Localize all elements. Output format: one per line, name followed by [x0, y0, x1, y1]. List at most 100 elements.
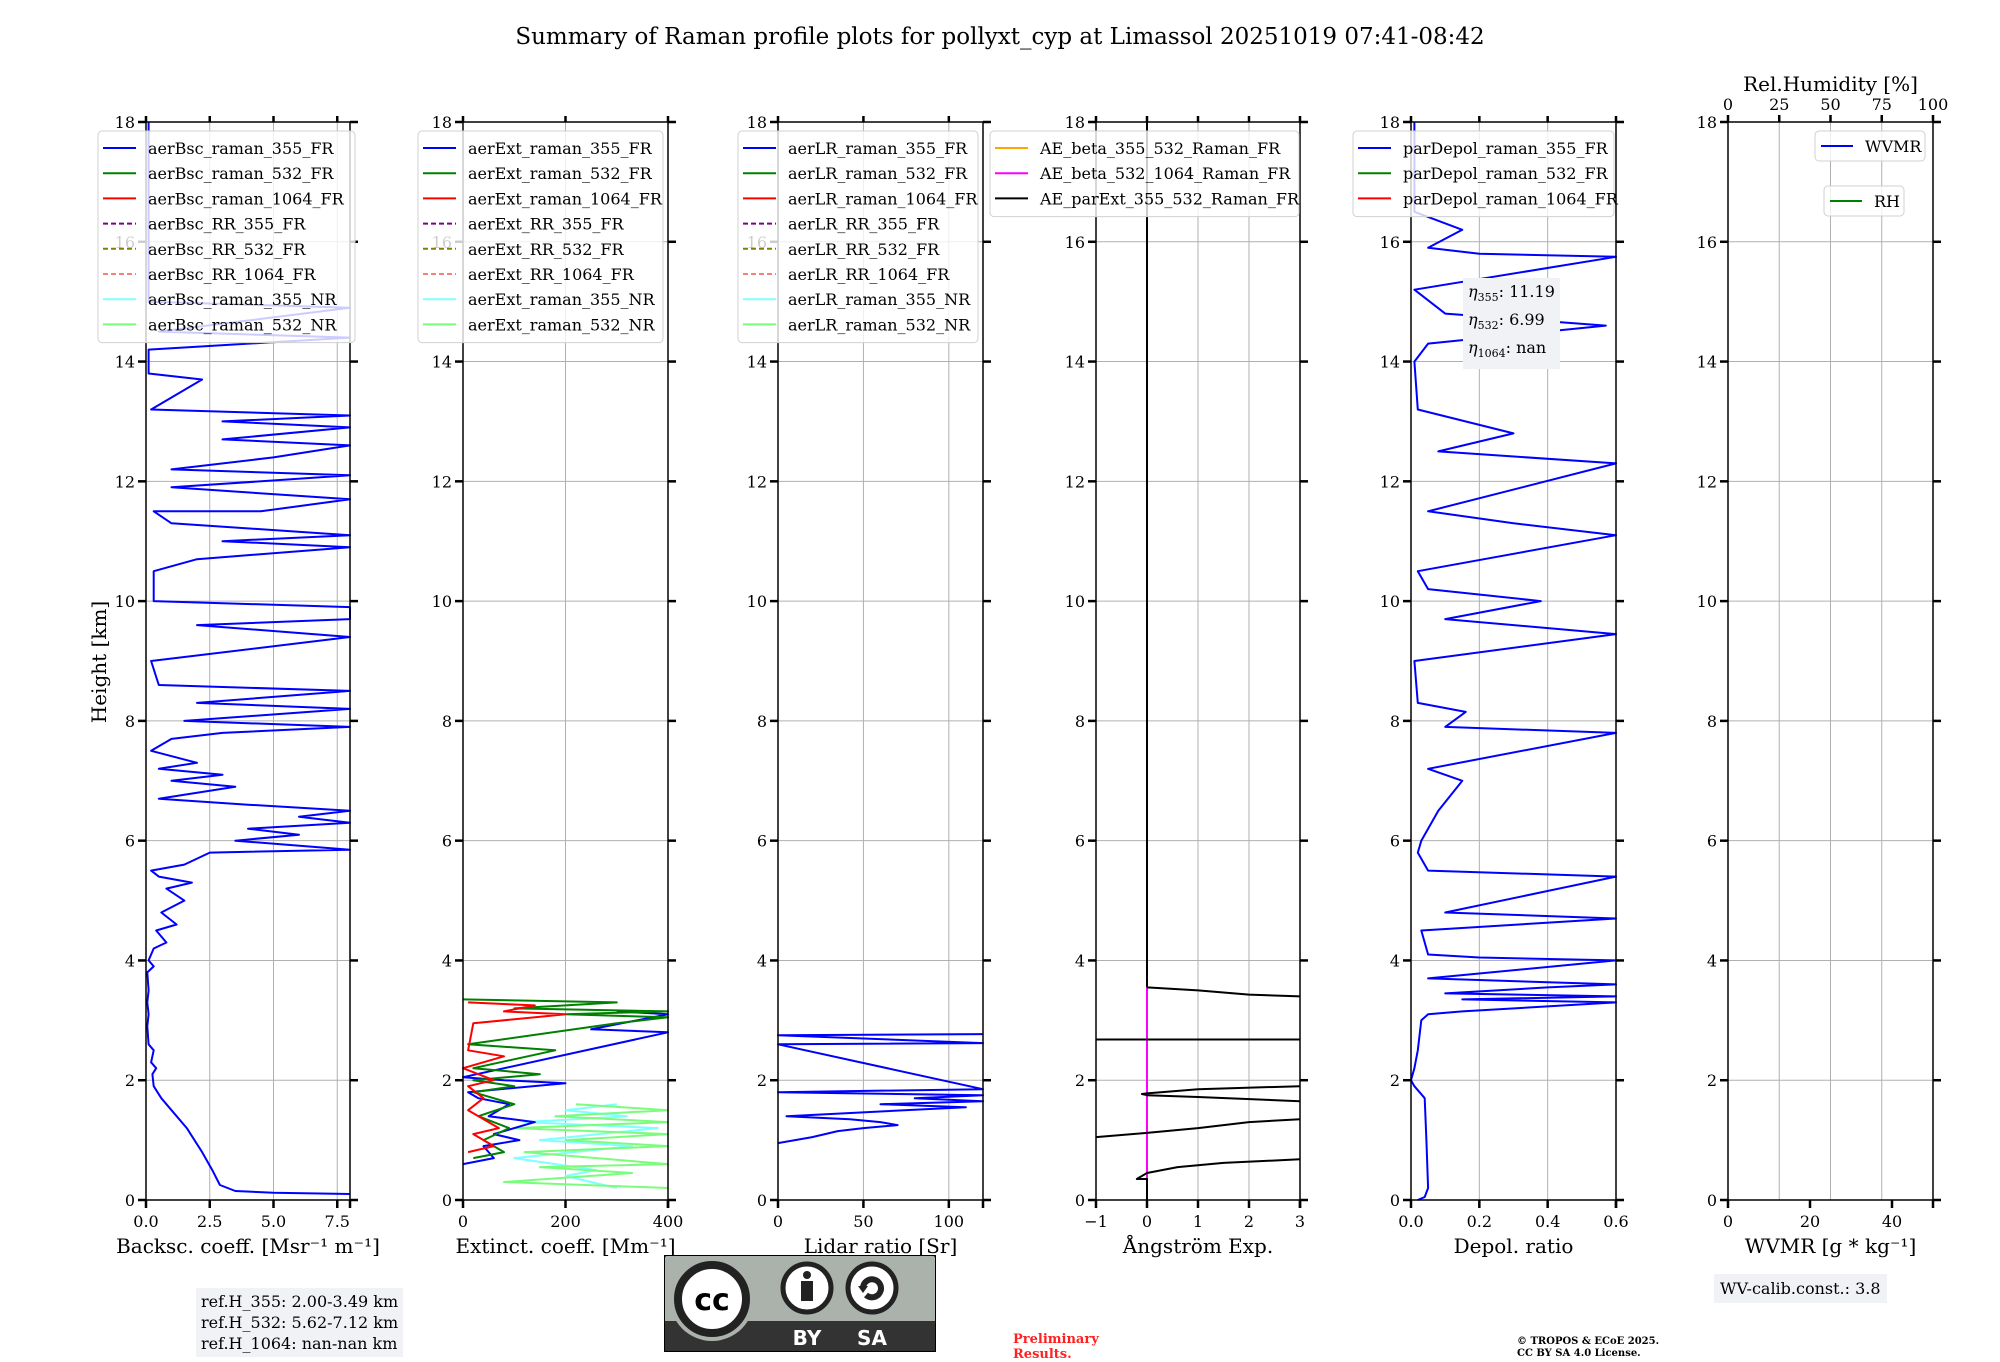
x-tick-label: 400 [653, 1212, 684, 1231]
x-tick-label: 0.2 [1467, 1212, 1492, 1231]
figure-title: Summary of Raman profile plots for polly… [515, 24, 1484, 50]
legend-frame [417, 130, 664, 344]
y-axis-label: Height [km] [87, 601, 111, 723]
series-aerExt_raman_1064_FR [462, 1001, 567, 1154]
x-tick-label: 0 [773, 1212, 783, 1231]
legend-label: AE_beta_355_532_Raman_FR [1039, 139, 1281, 158]
top-x-tick-label: 50 [1820, 95, 1840, 114]
y-tick-label: 10 [1380, 592, 1400, 611]
legend-label: parDepol_raman_532_FR [1403, 164, 1609, 183]
copyright-line-1: © TROPOS & ECoE 2025. [1517, 1336, 1660, 1347]
y-tick-label: 4 [757, 951, 767, 970]
legend-label: aerLR_raman_355_NR [788, 290, 971, 309]
legend-label: aerLR_RR_532_FR [788, 240, 940, 259]
y-tick-label: 0 [1390, 1191, 1400, 1210]
series-aerLR_raman_355_FR [777, 1033, 984, 1145]
x-axis-label: Depol. ratio [1454, 1234, 1574, 1258]
x-axis-label: Backsc. coeff. [Msr⁻¹ m⁻¹] [116, 1234, 380, 1258]
sa-label: SA [857, 1326, 887, 1350]
legend-label: aerLR_raman_1064_FR [788, 189, 978, 208]
legend-label: RH [1874, 192, 1900, 211]
x-tick-label: 3 [1295, 1212, 1305, 1231]
panel-wvmr_rh: 0 2 4 6 8 10 12 14 16 18 0 20 40 0 25 50 75 100Rel.Humidi… [1697, 72, 1949, 1258]
eta-1064: η1064: nan [1468, 338, 1547, 361]
ref-height-355: ref.H_355: 2.00-3.49 km [201, 1292, 399, 1311]
legend-label: aerExt_raman_532_NR [468, 315, 656, 334]
y-tick-label: 2 [757, 1071, 767, 1090]
y-tick-label: 12 [115, 472, 135, 491]
legend-label: parDepol_raman_355_FR [1403, 139, 1609, 158]
legend-label: parDepol_raman_1064_FR [1403, 189, 1619, 208]
x-tick-label: 50 [853, 1212, 873, 1231]
series-aerExt_raman_532_NR [503, 1103, 669, 1189]
y-tick-label: 14 [1065, 353, 1085, 372]
legend-label: AE_beta_532_1064_Raman_FR [1039, 164, 1291, 183]
panel-depol: 0 2 4 6 8 10 12 14 16 18 0.0 0.2 0.4 0.6 Depol. ratio p… [1352, 113, 1629, 1258]
legend-frame [1352, 130, 1615, 218]
y-tick-label: 8 [757, 712, 767, 731]
y-tick-label: 14 [432, 353, 452, 372]
y-tick-label: 8 [1390, 712, 1400, 731]
y-tick-label: 0 [757, 1191, 767, 1210]
y-tick-label: 10 [1065, 592, 1085, 611]
y-tick-label: 8 [1707, 712, 1717, 731]
reference-heights-box: ref.H_355: 2.00-3.49 km ref.H_532: 5.62-… [196, 1288, 404, 1357]
y-tick-label: 4 [442, 951, 452, 970]
legend-label: aerBsc_raman_355_FR [148, 139, 334, 158]
legend-label: WVMR [1865, 137, 1922, 156]
x-tick-label: 200 [550, 1212, 581, 1231]
legend-label: aerLR_RR_355_FR [788, 215, 940, 234]
series-aerBsc_raman_355_FR [146, 122, 351, 1195]
wv-calibration-text: WV-calib.const.: 3.8 [1720, 1279, 1881, 1298]
top-x-tick-label: 100 [1918, 95, 1949, 114]
y-tick-label: 2 [1390, 1071, 1400, 1090]
series-AE_parExt_355_532_Raman_FR [1095, 122, 1301, 1200]
y-tick-label: 16 [1380, 233, 1400, 252]
copyright-note: © TROPOS & ECoE 2025. CC BY SA 4.0 Licen… [1517, 1336, 1659, 1360]
legend-label: aerLR_raman_532_NR [788, 315, 971, 334]
y-tick-label: 18 [1380, 113, 1400, 132]
legend-label: aerBsc_raman_1064_FR [148, 189, 345, 208]
x-tick-label: 100 [934, 1212, 965, 1231]
y-tick-label: 10 [747, 592, 767, 611]
y-tick-label: 14 [1380, 353, 1400, 372]
legend-label: aerBsc_raman_532_NR [148, 315, 337, 334]
legend-label: aerLR_raman_532_FR [788, 164, 968, 183]
legend-label: aerLR_raman_355_FR [788, 139, 968, 158]
y-tick-label: 18 [1065, 113, 1085, 132]
svg-text:cc: cc [694, 1283, 730, 1318]
preliminary-results-note: Preliminary Results. [1013, 1332, 1099, 1362]
legend-RH: RH [1823, 185, 1905, 217]
preliminary-line-2: Results. [1013, 1347, 1072, 1362]
legend-label: aerExt_raman_355_NR [468, 290, 656, 309]
legend-label: aerExt_raman_355_FR [468, 139, 653, 158]
top-x-axis-label: Rel.Humidity [%] [1743, 72, 1918, 96]
y-tick-label: 4 [1707, 951, 1717, 970]
x-tick-label: 2.5 [197, 1212, 222, 1231]
eta-box: η355: 11.19 η532: 6.99 η1064: nan [1463, 278, 1560, 369]
eta-355: η355: 11.19 [1468, 282, 1555, 305]
y-tick-label: 2 [125, 1071, 135, 1090]
y-tick-label: 12 [1380, 472, 1400, 491]
x-tick-label: 7.5 [325, 1212, 350, 1231]
y-tick-label: 18 [115, 113, 135, 132]
copyright-line-2: CC BY SA 4.0 License. [1517, 1348, 1641, 1359]
legend-angstrom: AE_beta_355_532_Raman_FR AE_beta_532_1064… [989, 130, 1300, 218]
y-tick-label: 12 [1065, 472, 1085, 491]
y-tick-label: 10 [1697, 592, 1717, 611]
x-tick-label: 0.4 [1535, 1212, 1560, 1231]
legend-label: aerExt_RR_532_FR [468, 240, 625, 259]
legend-frame [737, 130, 979, 344]
x-tick-label: 0.0 [133, 1212, 158, 1231]
y-tick-label: 0 [125, 1191, 135, 1210]
y-tick-label: 14 [115, 353, 135, 372]
y-tick-label: 12 [747, 472, 767, 491]
x-tick-label: 2 [1244, 1212, 1254, 1231]
y-tick-label: 0 [442, 1191, 452, 1210]
legend-label: aerExt_raman_1064_FR [468, 189, 663, 208]
y-tick-label: 18 [747, 113, 767, 132]
